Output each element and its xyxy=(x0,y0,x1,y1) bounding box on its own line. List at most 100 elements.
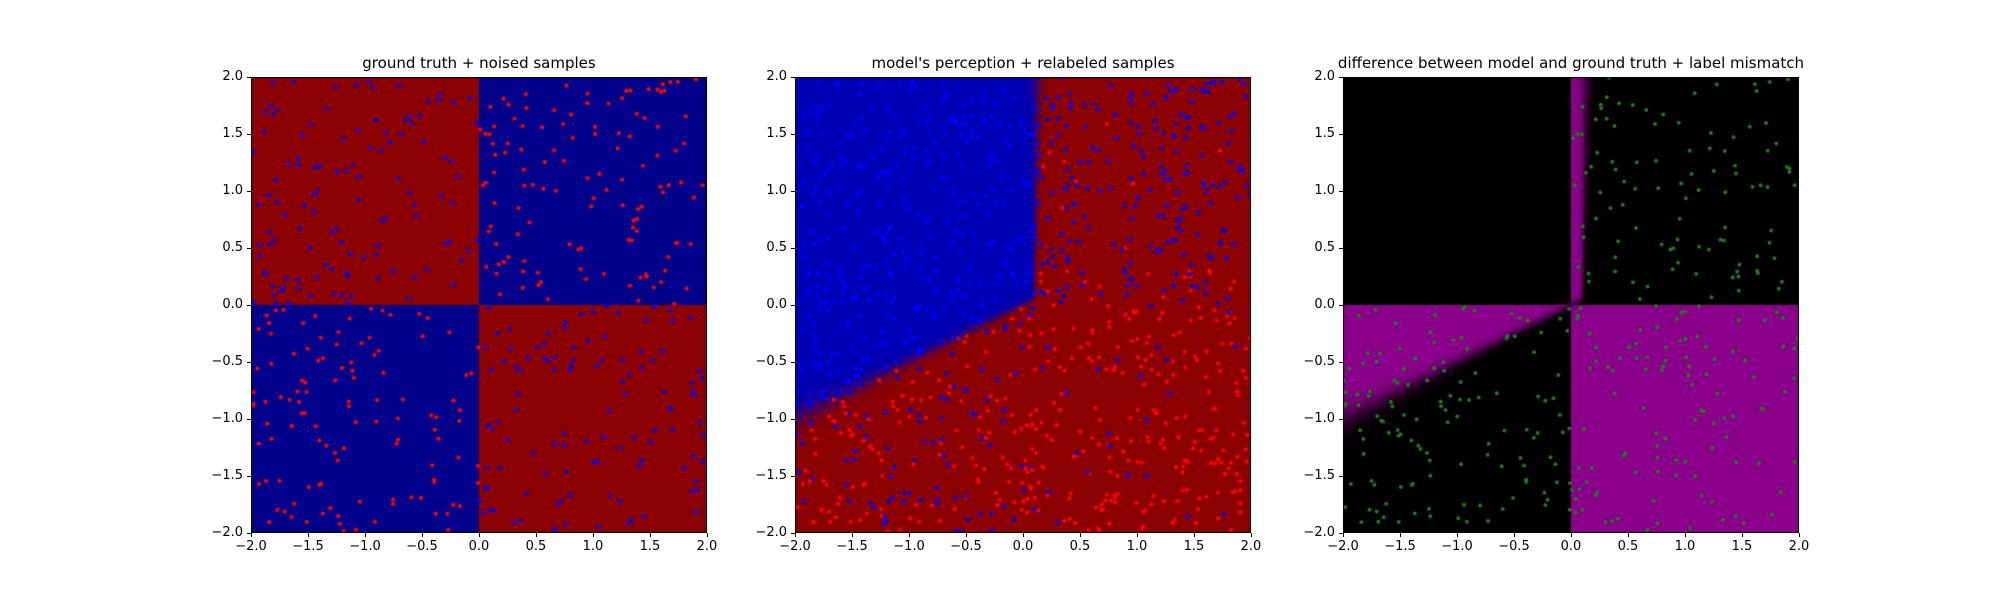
x-tick-mark xyxy=(1400,533,1401,537)
x-tick-mark xyxy=(1194,533,1195,537)
y-tick-mark xyxy=(247,305,251,306)
x-tick-label: −2.0 xyxy=(779,539,811,554)
y-tick-mark xyxy=(247,533,251,534)
y-tick-label: 1.0 xyxy=(766,183,787,198)
y-tick-label: −1.0 xyxy=(755,411,787,426)
y-tick-mark xyxy=(1339,476,1343,477)
y-tick-label: 0.0 xyxy=(1314,297,1335,312)
y-tick-label: −1.5 xyxy=(1303,468,1335,483)
y-tick-label: −1.0 xyxy=(211,411,243,426)
y-tick-mark xyxy=(791,134,795,135)
y-tick-mark xyxy=(247,191,251,192)
x-tick-label: −1.5 xyxy=(292,539,324,554)
x-tick-label: −0.5 xyxy=(950,539,982,554)
x-tick-mark xyxy=(1343,533,1344,537)
x-tick-label: 1.5 xyxy=(1731,539,1753,554)
y-tick-mark xyxy=(247,77,251,78)
panel-title-difference: difference between model and ground trut… xyxy=(1337,54,1805,72)
x-tick-label: 2.0 xyxy=(1788,539,1810,554)
x-tick-mark xyxy=(422,533,423,537)
x-tick-mark xyxy=(650,533,651,537)
y-tick-mark xyxy=(791,476,795,477)
x-tick-mark xyxy=(966,533,967,537)
y-tick-label: −1.5 xyxy=(755,468,787,483)
x-tick-mark xyxy=(365,533,366,537)
x-tick-mark xyxy=(536,533,537,537)
x-tick-label: 0.5 xyxy=(1617,539,1639,554)
x-tick-label: 0.0 xyxy=(468,539,490,554)
x-tick-label: −1.5 xyxy=(836,539,868,554)
y-tick-label: 1.0 xyxy=(1314,183,1335,198)
y-tick-mark xyxy=(1339,77,1343,78)
y-tick-label: −1.0 xyxy=(1303,411,1335,426)
x-tick-label: 0.5 xyxy=(525,539,547,554)
panel-model-perception: model's perception + relabeled samples −… xyxy=(755,54,1261,554)
x-tick-mark xyxy=(1080,533,1081,537)
y-tick-label: 0.0 xyxy=(222,297,243,312)
x-tick-label: 1.0 xyxy=(582,539,604,554)
x-tick-mark xyxy=(1685,533,1686,537)
difference-plot-canvas xyxy=(1343,77,1799,533)
x-tick-mark xyxy=(479,533,480,537)
y-tick-label: 1.5 xyxy=(222,126,243,141)
y-tick-label: 1.5 xyxy=(1314,126,1335,141)
y-tick-label: −2.0 xyxy=(1303,525,1335,540)
y-tick-mark xyxy=(1339,362,1343,363)
x-tick-mark xyxy=(1799,533,1800,537)
y-tick-mark xyxy=(247,134,251,135)
x-tick-label: 1.5 xyxy=(639,539,661,554)
y-tick-mark xyxy=(791,248,795,249)
y-tick-label: 0.0 xyxy=(766,297,787,312)
y-tick-label: 0.5 xyxy=(222,240,243,255)
y-tick-label: 0.5 xyxy=(1314,240,1335,255)
y-tick-mark xyxy=(247,476,251,477)
x-tick-label: −2.0 xyxy=(1327,539,1359,554)
x-tick-label: −1.0 xyxy=(893,539,925,554)
x-tick-label: −1.5 xyxy=(1384,539,1416,554)
x-tick-mark xyxy=(795,533,796,537)
y-tick-label: −0.5 xyxy=(211,354,243,369)
ground-truth-plot-canvas xyxy=(251,77,707,533)
y-tick-mark xyxy=(247,419,251,420)
y-tick-label: −0.5 xyxy=(755,354,787,369)
x-tick-label: 0.0 xyxy=(1560,539,1582,554)
x-tick-label: −0.5 xyxy=(406,539,438,554)
y-tick-mark xyxy=(791,191,795,192)
y-tick-label: −1.5 xyxy=(211,468,243,483)
y-tick-mark xyxy=(1339,419,1343,420)
x-tick-label: 1.0 xyxy=(1126,539,1148,554)
x-tick-mark xyxy=(251,533,252,537)
x-tick-mark xyxy=(1571,533,1572,537)
x-tick-mark xyxy=(909,533,910,537)
y-tick-label: 2.0 xyxy=(766,69,787,84)
x-tick-label: 0.5 xyxy=(1069,539,1091,554)
y-tick-mark xyxy=(791,362,795,363)
panel-title-model-perception: model's perception + relabeled samples xyxy=(871,54,1175,72)
x-tick-label: −1.0 xyxy=(349,539,381,554)
x-tick-mark xyxy=(593,533,594,537)
x-tick-label: −2.0 xyxy=(235,539,267,554)
x-tick-label: −0.5 xyxy=(1498,539,1530,554)
x-tick-label: 0.0 xyxy=(1012,539,1034,554)
y-tick-label: 1.5 xyxy=(766,126,787,141)
y-tick-mark xyxy=(1339,248,1343,249)
x-tick-mark xyxy=(1251,533,1252,537)
y-tick-mark xyxy=(247,248,251,249)
x-tick-mark xyxy=(1457,533,1458,537)
x-tick-label: 2.0 xyxy=(1240,539,1262,554)
panel-ground-truth: ground truth + noised samples −2.0 −1.5 −1… xyxy=(211,54,717,554)
y-tick-mark xyxy=(247,362,251,363)
x-tick-mark xyxy=(1514,533,1515,537)
x-tick-label: −1.0 xyxy=(1441,539,1473,554)
x-tick-mark xyxy=(1742,533,1743,537)
panel-title-ground-truth: ground truth + noised samples xyxy=(362,54,596,72)
y-tick-label: −2.0 xyxy=(755,525,787,540)
y-tick-label: 1.0 xyxy=(222,183,243,198)
y-tick-mark xyxy=(791,533,795,534)
y-tick-mark xyxy=(1339,305,1343,306)
panel-difference: difference between model and ground trut… xyxy=(1303,54,1809,554)
x-tick-label: 2.0 xyxy=(696,539,718,554)
y-tick-label: −2.0 xyxy=(211,525,243,540)
model-perception-plot-canvas xyxy=(795,77,1251,533)
